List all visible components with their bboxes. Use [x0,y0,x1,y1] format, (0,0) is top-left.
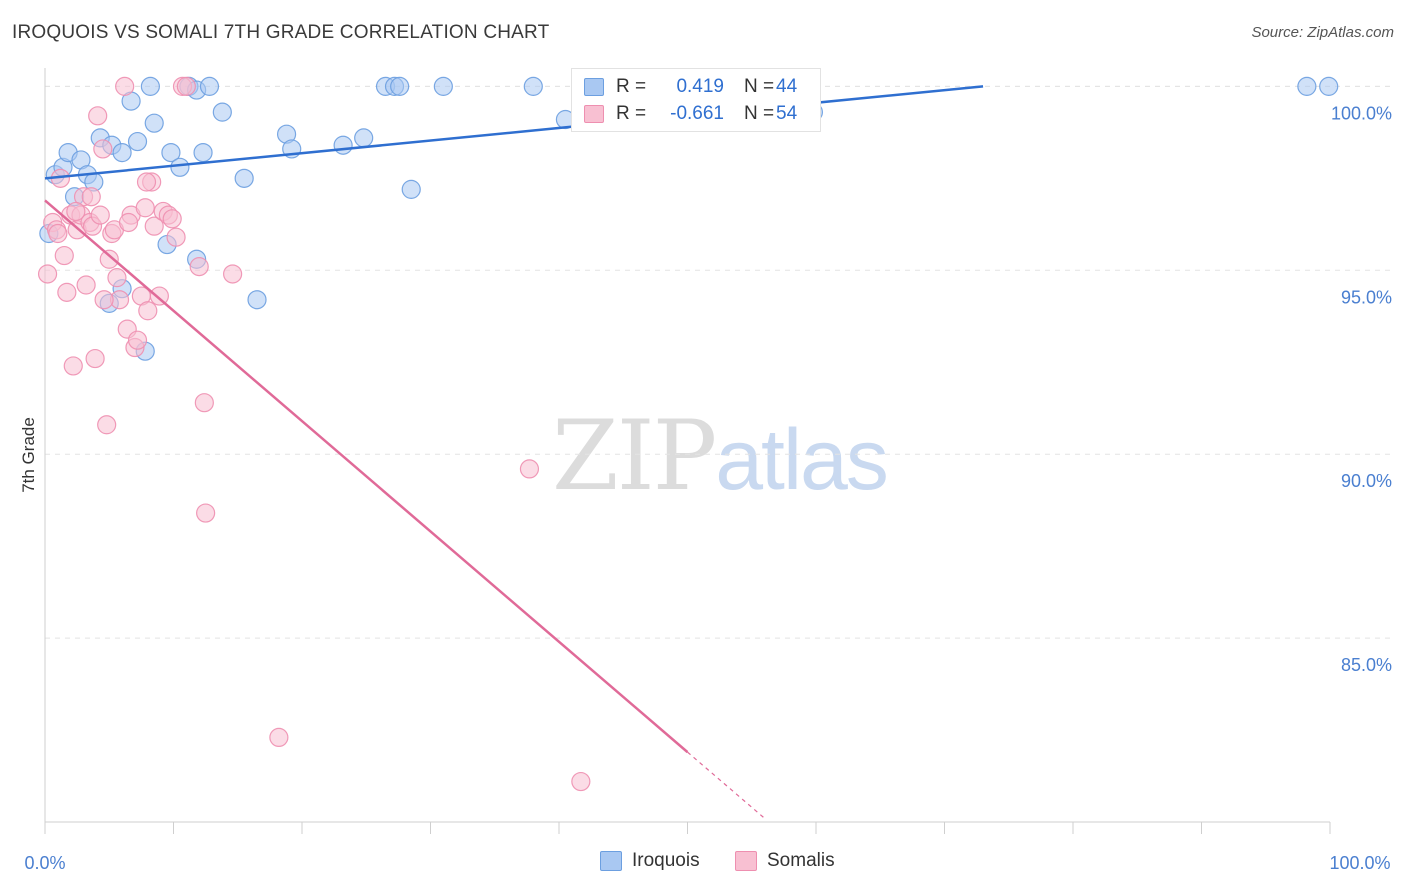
data-point-somalis [66,201,86,222]
data-point-somalis [54,245,74,266]
legend-r-value: 0.419 [676,76,724,97]
watermark-zip: ZIP [552,400,717,512]
watermark-atlas: atlas [715,412,889,508]
data-point-iroquois [354,128,374,148]
legend-swatch-somalis [584,105,604,123]
watermark: ZIPatlas [552,400,889,512]
legend-n-value: 44 [776,76,798,97]
stats-legend: R = 0.419 N = 44 R = -0.661 N = 54 [571,68,821,132]
y-tick-label: 95.0% [1341,287,1392,307]
data-point-iroquois [112,142,132,163]
data-point-somalis [97,415,117,435]
data-point-somalis [99,249,119,269]
data-point-iroquois [1319,76,1339,96]
data-point-somalis [81,187,101,207]
data-point-iroquois [523,76,543,96]
data-point-somalis [189,257,209,277]
legend-r-label: R = [616,103,647,124]
data-point-iroquois [127,131,148,152]
y-tick-label: 85.0% [1341,655,1392,675]
data-point-somalis [107,268,127,288]
legend-label-iroquois: Iroquois [632,850,700,871]
data-point-somalis [149,286,169,306]
data-point-somalis [118,212,139,233]
axes [44,68,1331,834]
data-point-iroquois [1297,76,1317,96]
x-tick-label: 0.0% [24,853,65,873]
data-point-iroquois [234,168,254,188]
legend-label-somalis: Somalis [767,850,835,871]
data-point-iroquois [140,76,160,96]
data-point-iroquois [247,290,267,310]
y-tick-label: 90.0% [1341,471,1392,491]
data-point-somalis [136,172,157,192]
legend-item-somalis[interactable]: Somalis [735,850,835,872]
legend-item-iroquois[interactable]: Iroquois [600,850,700,872]
legend-r-label: R = [616,76,647,97]
data-points [37,76,1339,792]
data-point-somalis [57,282,77,302]
data-point-somalis [115,76,135,96]
data-point-somalis [223,264,243,284]
data-point-iroquois [170,157,190,177]
data-point-somalis [93,139,113,159]
data-point-iroquois [333,135,353,155]
data-point-somalis [162,209,182,229]
data-point-somalis [85,348,105,369]
legend-swatch-iroquois [600,851,622,871]
data-point-iroquois [199,76,220,96]
legend-n-value: 54 [776,103,798,124]
legend-n-label: N = [744,103,775,124]
data-point-somalis [63,356,83,376]
data-point-iroquois [161,142,181,163]
data-point-somalis [519,459,540,479]
data-point-iroquois [144,113,164,133]
data-point-somalis [135,198,155,218]
chart-title: IROQUOIS VS SOMALI 7TH GRADE CORRELATION… [12,22,550,43]
grid-lines [45,85,1392,639]
legend-swatch-iroquois [584,78,604,96]
data-point-somalis [166,227,186,247]
data-point-somalis [269,727,289,748]
data-point-iroquois [212,102,232,122]
series-legend: Iroquois Somalis [0,850,1406,878]
data-point-iroquois [433,76,453,96]
trend-line-iroquois [44,85,984,180]
legend-row-somalis: R = -0.661 N = 54 [584,102,797,126]
data-point-somalis [194,393,214,413]
data-point-somalis [76,275,96,295]
legend-row-iroquois: R = 0.419 N = 44 [584,75,797,99]
chart-source: Source: ZipAtlas.com [1251,24,1394,41]
trend-line-somalis [44,199,689,754]
data-point-somalis [144,216,164,236]
tick-labels: 100.0% 95.0% 90.0% 85.0% 0.0% 100.0% [24,103,1392,873]
data-point-somalis [90,205,110,225]
trend-line-extension-somalis [687,751,765,819]
data-point-somalis [176,76,196,96]
x-tick-label: 100.0% [1329,853,1390,873]
data-point-somalis [127,330,148,350]
data-point-iroquois [193,142,213,163]
data-point-iroquois [401,179,421,199]
data-point-somalis [138,301,158,321]
trend-lines [44,85,984,819]
legend-n-label: N = [744,76,775,97]
data-point-somalis [571,771,591,792]
data-point-somalis [196,503,216,523]
data-point-somalis [94,290,114,310]
data-point-somalis [48,223,68,244]
y-tick-label: 100.0% [1331,103,1392,123]
legend-swatch-somalis [735,851,757,871]
data-point-somalis [88,106,108,126]
data-point-somalis [37,264,58,284]
y-axis-label: 7th Grade [19,417,38,493]
legend-r-value: -0.661 [670,103,724,124]
data-point-iroquois [390,76,410,96]
